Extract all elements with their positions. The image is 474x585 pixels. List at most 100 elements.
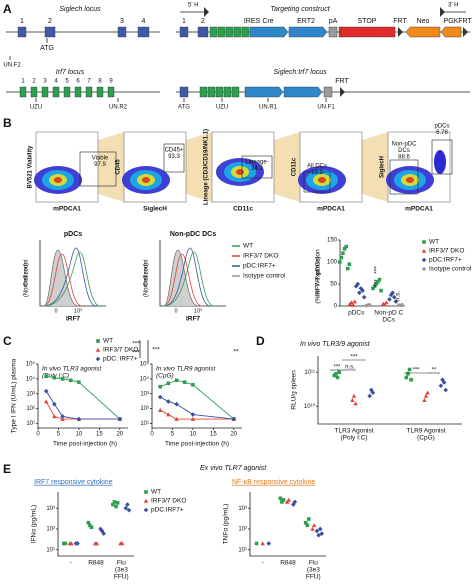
locus-title: Irf7 locus	[56, 69, 85, 76]
point	[68, 378, 73, 383]
gate	[241, 155, 273, 179]
gate-label: DCs	[398, 148, 410, 154]
label: IRES	[244, 18, 261, 25]
label: FRT	[393, 18, 407, 25]
series-line	[45, 390, 120, 420]
label: 2	[32, 79, 36, 85]
chart-title: In vivo TLR3 agonist	[42, 366, 102, 373]
label: STOP	[358, 18, 377, 25]
category-label: (3e3	[307, 567, 320, 574]
axis-label: IRF7	[66, 316, 80, 323]
significance: ***	[333, 365, 341, 371]
panel-label: B	[3, 116, 12, 130]
point	[75, 541, 80, 546]
point	[367, 393, 372, 399]
exon	[41, 86, 49, 98]
label: 4	[54, 79, 58, 85]
point	[254, 541, 259, 546]
point	[407, 367, 412, 372]
point	[166, 412, 171, 417]
label: FRT	[335, 78, 349, 85]
gate-label: CD45+	[165, 148, 184, 154]
point	[286, 497, 291, 502]
point	[355, 281, 361, 287]
point	[352, 299, 357, 304]
gate-funnel	[98, 132, 124, 202]
axis-label: mPDCA1	[317, 206, 345, 213]
irf7-exon	[233, 26, 242, 38]
gate	[163, 143, 185, 173]
axis-label: CD11c	[233, 206, 253, 213]
exon	[63, 86, 71, 98]
point	[358, 286, 364, 291]
point	[353, 401, 358, 406]
significance: **	[233, 349, 239, 356]
irf7-exon	[199, 86, 208, 98]
locus-title: Targeting construct	[270, 6, 330, 13]
point	[422, 267, 426, 271]
legend-label: pDC:IRF7+	[243, 263, 276, 270]
axis-label: RLU/g spleen	[291, 370, 298, 410]
legend-label: IRF3/7 DKO	[429, 248, 464, 255]
label: PGK	[444, 18, 459, 25]
point	[94, 541, 99, 546]
point	[391, 294, 397, 300]
legend-label: Isotype control	[243, 273, 286, 280]
gate-label: pDCs	[434, 124, 449, 130]
y-tick-label: 10²	[238, 527, 247, 533]
point	[157, 407, 163, 412]
point	[357, 290, 362, 296]
frt	[398, 27, 403, 37]
locus-title: Siglech locus	[59, 6, 101, 13]
y-tick-label: 10¹	[238, 547, 247, 553]
histogram-curve	[43, 247, 97, 307]
y-tick-label: 50	[330, 282, 337, 288]
category-label: pDCs	[348, 310, 365, 317]
point	[143, 507, 149, 513]
axis	[159, 240, 226, 307]
point	[166, 381, 171, 386]
legend-label: WT	[429, 239, 439, 246]
gate-label: 6.78	[436, 130, 448, 136]
point	[52, 414, 57, 419]
point	[99, 528, 105, 534]
point	[117, 416, 123, 422]
axis	[317, 356, 462, 425]
label: 10³	[194, 308, 202, 314]
point	[166, 399, 171, 404]
significance: ***	[350, 355, 358, 361]
category-label: -	[262, 560, 264, 567]
gate	[79, 151, 117, 187]
y-tick-label: 10²	[46, 527, 55, 533]
arrow-element	[244, 86, 284, 98]
panel-title: Ex vivo TLR7 agonist	[200, 465, 267, 472]
point	[400, 302, 404, 307]
label: UZU	[30, 105, 42, 111]
category-label: R848	[280, 560, 296, 567]
gate-label: Non-pDC	[391, 142, 417, 148]
point	[347, 262, 352, 266]
label: ERT2	[297, 18, 315, 25]
hist-title: Non-pDC DCs	[170, 231, 216, 238]
gate-funnel	[362, 132, 388, 202]
point	[69, 541, 74, 546]
axis-label: CD11c	[292, 157, 298, 176]
legend-label: IRF3/7 DKO	[243, 253, 278, 260]
point	[351, 393, 357, 398]
point	[86, 520, 91, 525]
axis	[57, 492, 134, 557]
label: Neo	[417, 18, 430, 25]
axis-label: (% of WT pDCs)	[315, 256, 322, 303]
point	[335, 375, 340, 380]
density	[142, 177, 150, 183]
label: UN.R2	[109, 105, 128, 111]
label: 8	[98, 79, 102, 85]
exon	[179, 86, 189, 98]
axis-label: (Normalized)	[144, 263, 150, 297]
x-tick-label: 20	[230, 432, 237, 438]
point	[144, 490, 148, 494]
significance: ***	[412, 368, 420, 374]
y-tick-label: 10⁵	[26, 361, 36, 368]
axis-label: mPDCA1	[53, 206, 81, 213]
gate-label: 88.6	[398, 155, 410, 161]
